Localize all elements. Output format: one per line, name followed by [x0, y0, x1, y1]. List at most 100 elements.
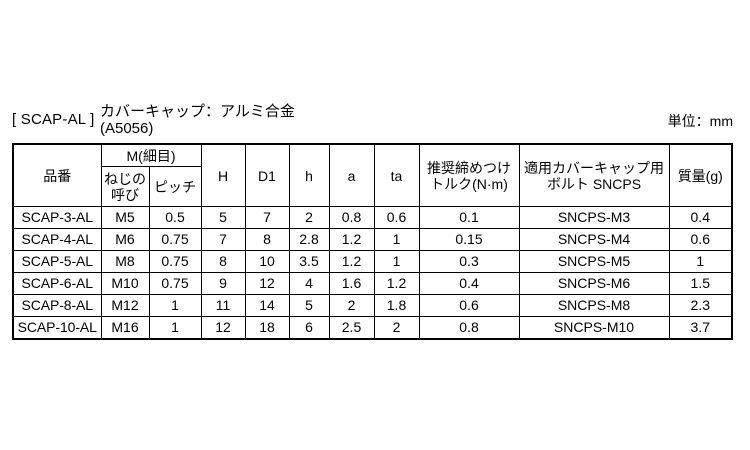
header-row-top: 品番 M(細目) H D1 h a ta 推奨締めつけ トルク(N·m) 適用カ…: [12, 143, 733, 207]
column-header-a: a: [328, 143, 375, 207]
cell-ta: 1.8: [373, 294, 420, 317]
unit-label: 単位：mm: [667, 113, 733, 129]
column-header-bolt-line2: ボルト SNCPS: [546, 175, 642, 192]
cell-part-number: SCAP-6-AL: [12, 272, 102, 295]
cell-part-number: SCAP-3-AL: [12, 206, 102, 229]
spec-table-container: 品番 M(細目) H D1 h a ta 推奨締めつけ トルク(N·m) 適用カ…: [12, 143, 733, 340]
column-header-thread-designation-line1: ねじの: [104, 170, 146, 187]
column-header-ta: ta: [373, 143, 420, 207]
title-block: [ SCAP-AL ] カバーキャップ：アルミ合金 (A5056) 単位：mm: [12, 103, 733, 139]
cell-H: 7: [200, 228, 246, 251]
cell-thread-designation: M10: [100, 272, 150, 295]
cell-torque: 0.8: [418, 316, 520, 340]
cell-h: 6: [288, 316, 330, 340]
product-name-line2: (A5056): [100, 120, 154, 137]
cell-h: 2: [288, 206, 330, 229]
cell-a: 1.2: [328, 228, 375, 251]
specification-table: 品番 M(細目) H D1 h a ta 推奨締めつけ トルク(N·m) 適用カ…: [12, 143, 733, 340]
product-code-tag: [ SCAP-AL ]: [12, 111, 95, 128]
cell-mass: 2.3: [668, 294, 733, 317]
cell-h: 5: [288, 294, 330, 317]
table-body: SCAP-3-AL M5 0.5 5 7 2 0.8 0.6 0.1 SNCPS-M3 0.4 SCA…: [12, 206, 733, 340]
column-header-bolt-line1: 適用カバーキャップ用: [524, 159, 664, 176]
cell-bolt: SNCPS-M4: [518, 228, 670, 251]
table-row: SCAP-4-AL M6 0.75 7 8 2.8 1.2 1 0.15 SNCPS-M4 0.6: [12, 228, 733, 251]
column-header-part-number: 品番: [12, 143, 102, 207]
product-name: カバーキャップ：アルミ合金 (A5056): [100, 103, 295, 137]
cell-H: 11: [200, 294, 246, 317]
cell-ta: 1.2: [373, 272, 420, 295]
cell-D1: 10: [244, 250, 290, 273]
cell-a: 0.8: [328, 206, 375, 229]
cell-part-number: SCAP-4-AL: [12, 228, 102, 251]
column-header-torque: 推奨締めつけ トルク(N·m): [418, 143, 520, 207]
cell-ta: 1: [373, 228, 420, 251]
cell-a: 2: [328, 294, 375, 317]
cell-mass: 0.4: [668, 206, 733, 229]
cell-part-number: SCAP-5-AL: [12, 250, 102, 273]
cell-torque: 0.1: [418, 206, 520, 229]
column-header-torque-line2: トルク(N·m): [430, 175, 508, 192]
cell-torque: 0.6: [418, 294, 520, 317]
cell-pitch: 1: [148, 316, 202, 340]
cell-mass: 1.5: [668, 272, 733, 295]
cell-h: 3.5: [288, 250, 330, 273]
cell-part-number: SCAP-10-AL: [12, 316, 102, 340]
column-header-thread-group: M(細目): [100, 143, 202, 167]
table-row: SCAP-10-AL M16 1 12 18 6 2.5 2 0.8 SNCPS-M10 3.7: [12, 316, 733, 340]
cell-mass: 1: [668, 250, 733, 273]
product-name-line1: カバーキャップ：アルミ合金: [100, 103, 295, 120]
cell-torque: 0.3: [418, 250, 520, 273]
cell-pitch: 0.5: [148, 206, 202, 229]
table-row: SCAP-8-AL M12 1 11 14 5 2 1.8 0.6 SNCPS-M8 2.3: [12, 294, 733, 317]
cell-D1: 7: [244, 206, 290, 229]
cell-thread-designation: M12: [100, 294, 150, 317]
column-header-torque-line1: 推奨締めつけ: [427, 159, 511, 176]
cell-torque: 0.4: [418, 272, 520, 295]
cell-h: 2.8: [288, 228, 330, 251]
column-header-thread-designation: ねじの 呼び: [100, 166, 150, 207]
cell-H: 12: [200, 316, 246, 340]
cell-D1: 18: [244, 316, 290, 340]
cell-h: 4: [288, 272, 330, 295]
column-header-H: H: [200, 143, 246, 207]
header-row-bottom: ねじの 呼び ピッチ: [13, 166, 732, 207]
column-header-h: h: [288, 143, 330, 207]
cell-bolt: SNCPS-M3: [518, 206, 670, 229]
cell-pitch: 1: [148, 294, 202, 317]
cell-torque: 0.15: [418, 228, 520, 251]
cell-thread-designation: M8: [100, 250, 150, 273]
cell-thread-designation: M5: [100, 206, 150, 229]
cell-ta: 2: [373, 316, 420, 340]
cell-ta: 1: [373, 250, 420, 273]
table-row: SCAP-6-AL M10 0.75 9 12 4 1.6 1.2 0.4 SNCPS-M6 1.5: [12, 272, 733, 295]
cell-a: 1.2: [328, 250, 375, 273]
cell-thread-designation: M6: [100, 228, 150, 251]
cell-part-number: SCAP-8-AL: [12, 294, 102, 317]
column-header-thread-designation-line2: 呼び: [111, 186, 139, 203]
cell-H: 8: [200, 250, 246, 273]
cell-a: 2.5: [328, 316, 375, 340]
cell-a: 1.6: [328, 272, 375, 295]
cell-pitch: 0.75: [148, 272, 202, 295]
cell-bolt: SNCPS-M10: [518, 316, 670, 340]
table-row: SCAP-3-AL M5 0.5 5 7 2 0.8 0.6 0.1 SNCPS-M3 0.4: [12, 206, 733, 229]
cell-mass: 0.6: [668, 228, 733, 251]
column-header-bolt: 適用カバーキャップ用 ボルト SNCPS: [518, 143, 670, 207]
cell-D1: 14: [244, 294, 290, 317]
cell-pitch: 0.75: [148, 228, 202, 251]
cell-bolt: SNCPS-M6: [518, 272, 670, 295]
table-row: SCAP-5-AL M8 0.75 8 10 3.5 1.2 1 0.3 SNCPS-M5 1: [12, 250, 733, 273]
cell-ta: 0.6: [373, 206, 420, 229]
cell-mass: 3.7: [668, 316, 733, 340]
column-header-pitch: ピッチ: [148, 166, 202, 207]
column-header-D1: D1: [244, 143, 290, 207]
cell-H: 9: [200, 272, 246, 295]
cell-bolt: SNCPS-M5: [518, 250, 670, 273]
table-header: 品番 M(細目) H D1 h a ta 推奨締めつけ トルク(N·m) 適用カ…: [12, 143, 733, 207]
cell-thread-designation: M16: [100, 316, 150, 340]
cell-bolt: SNCPS-M8: [518, 294, 670, 317]
column-header-mass: 質量(g): [668, 143, 733, 207]
cell-D1: 8: [244, 228, 290, 251]
cell-pitch: 0.75: [148, 250, 202, 273]
